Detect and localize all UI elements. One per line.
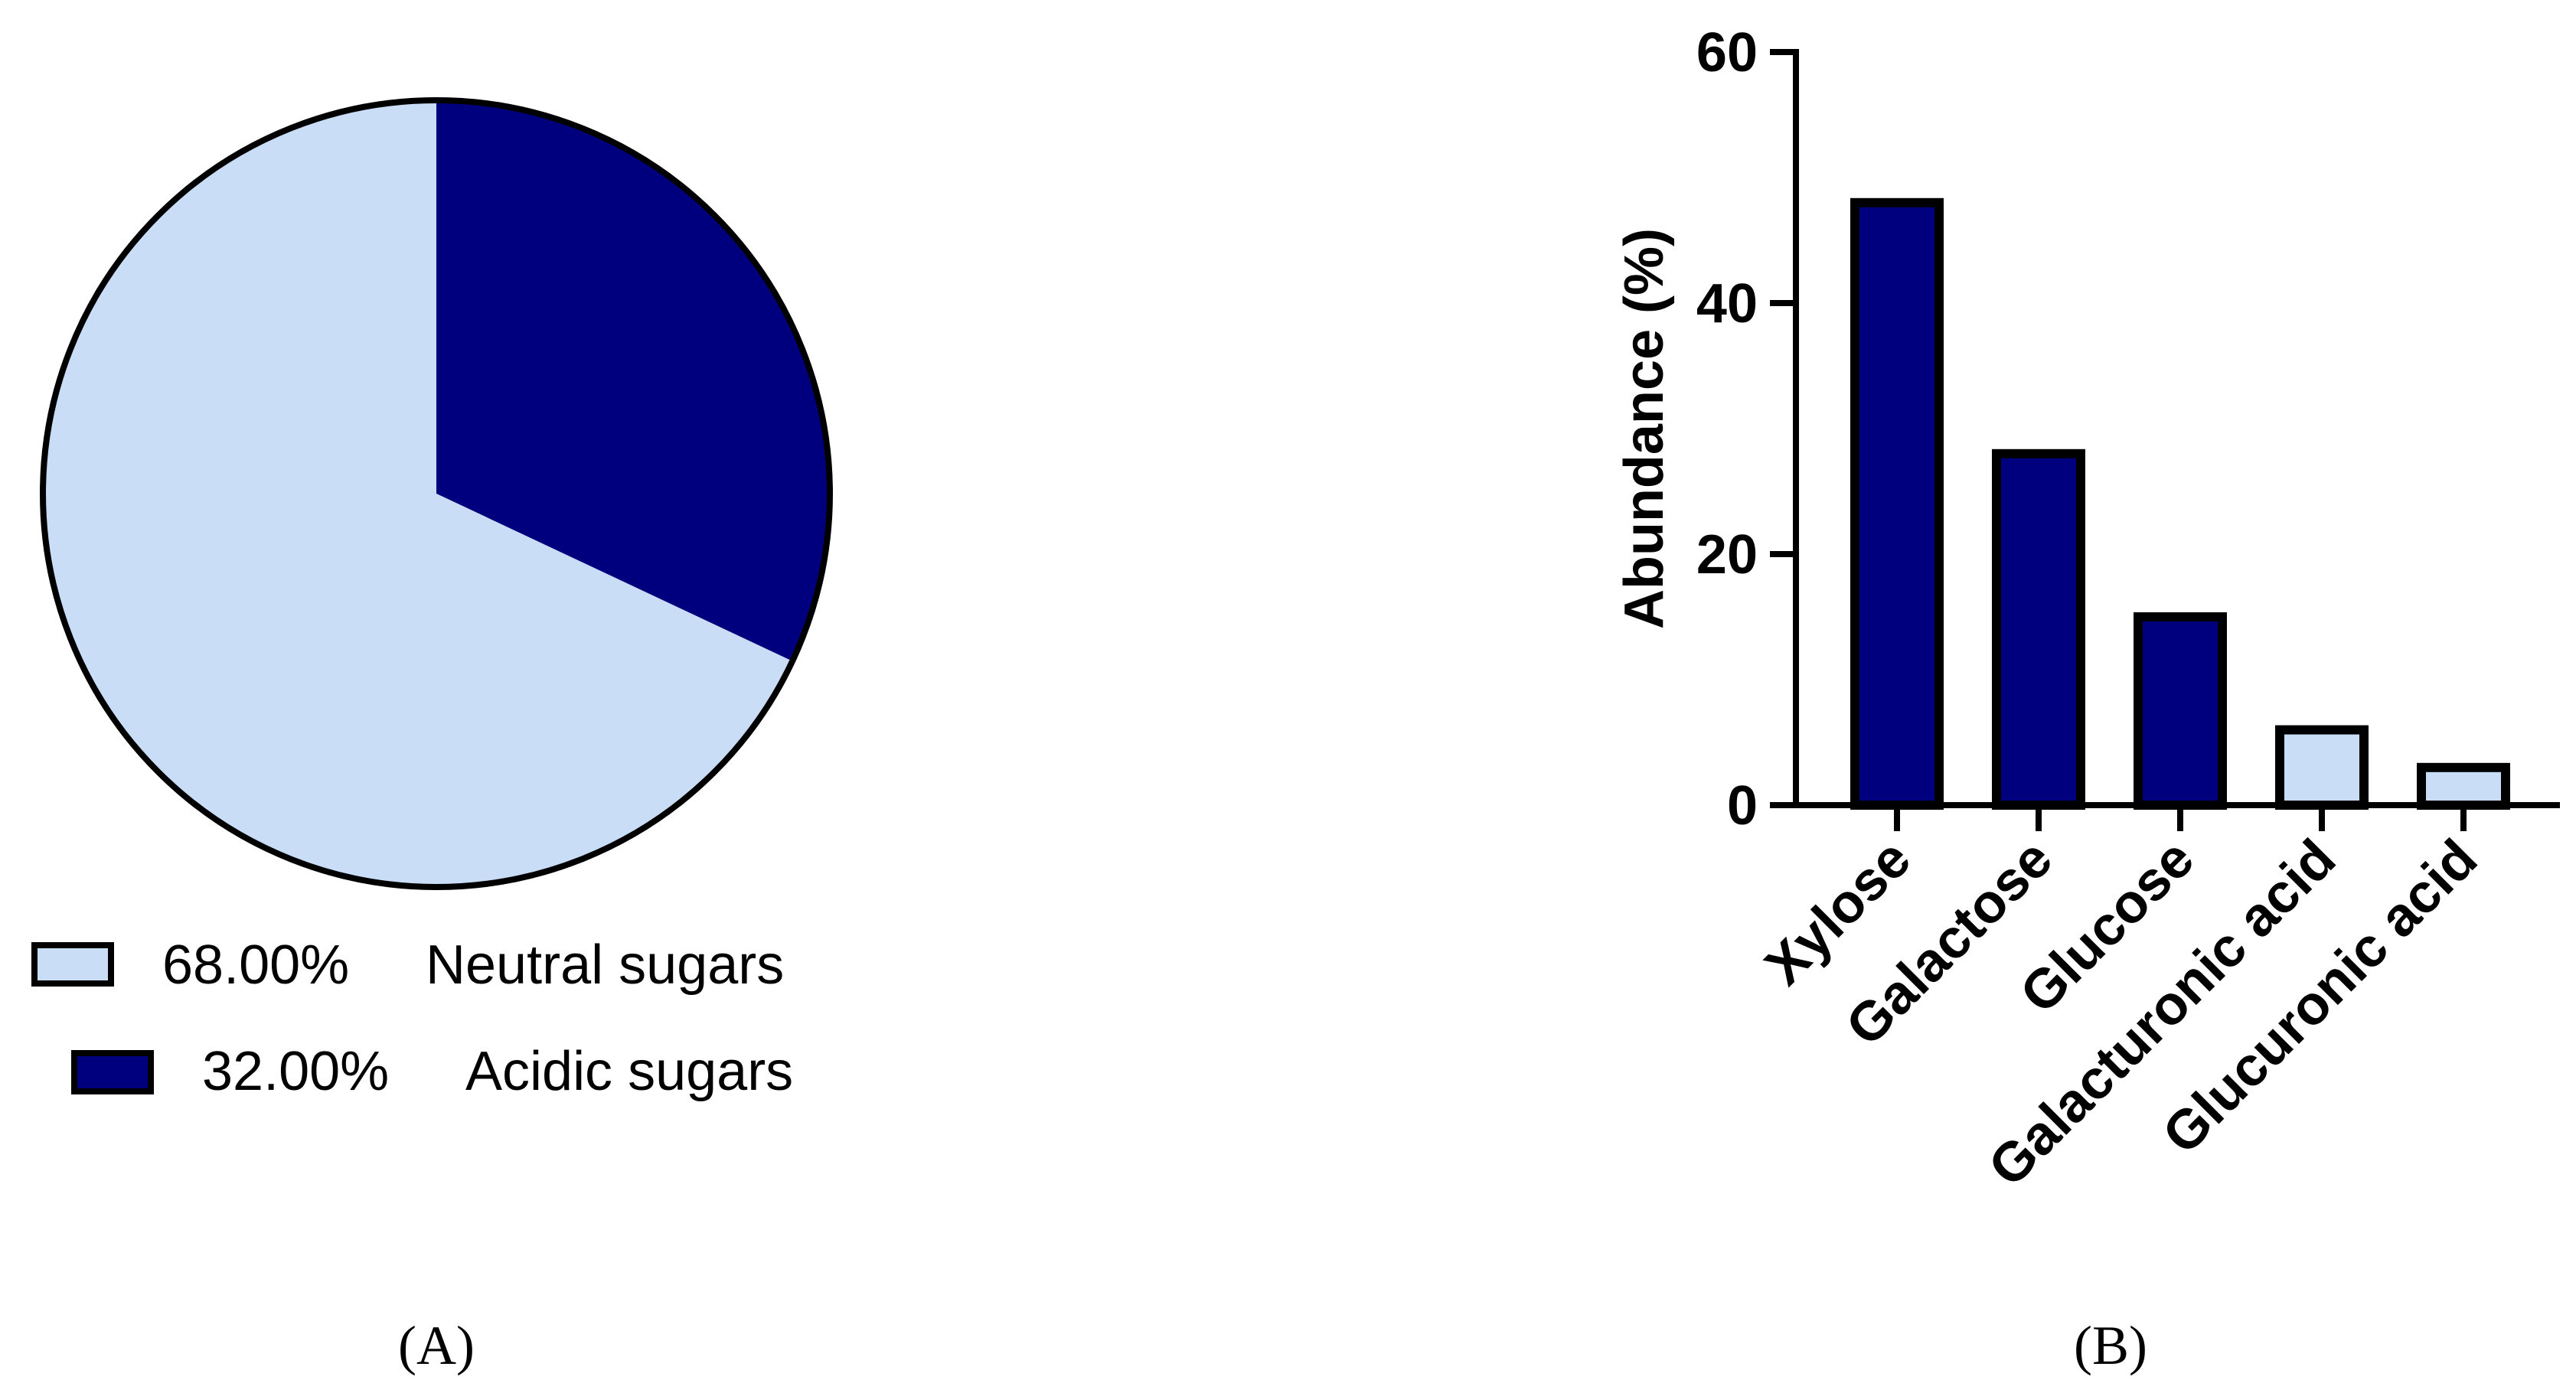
panel-label-b: (B) [2074, 1315, 2147, 1376]
legend-label-neutral-sugars: Neutral sugars [426, 934, 784, 996]
y-tick-label: 40 [1696, 273, 1758, 334]
bar-galactose [1992, 448, 2085, 810]
pie-slice-acidic-sugars [436, 100, 830, 661]
legend-swatch-acidic-sugars [71, 1050, 154, 1094]
bar-xylose [1850, 197, 1944, 810]
legend-label-acidic-sugars: Acidic sugars [465, 1041, 793, 1102]
legend-percent-neutral-sugars: 68.00% [162, 934, 349, 996]
pie-slice-neutral-sugars [42, 100, 793, 887]
pie-outline [40, 97, 833, 890]
pie-legend: 68.00% Neutral sugars 32.00% Acidic suga… [31, 934, 793, 1102]
y-tick-label: 0 [1727, 775, 1758, 837]
panel-label-a: (A) [398, 1315, 475, 1376]
bar-chart-panel: 0 20 40 60 XyloseGalactoseGlucoseGalacturon… [1614, 22, 2560, 1376]
bars [1850, 197, 2510, 810]
legend-percent-acidic-sugars: 32.00% [202, 1041, 389, 1102]
y-tick-label: 60 [1696, 22, 1758, 83]
bar-glucose [2134, 612, 2227, 810]
legend-swatch-neutral-sugars [31, 942, 114, 987]
pie-chart-panel: 68.00% Neutral sugars 32.00% Acidic suga… [31, 97, 833, 1376]
bar-galacturonic-acid [2275, 725, 2369, 810]
y-axis-title: Abundance (%) [1614, 228, 1675, 629]
y-axis-ticks: 0 20 40 60 [1696, 22, 1796, 837]
pie-slices [42, 100, 830, 887]
bar-glucuronic-acid [2417, 762, 2510, 810]
y-tick-label: 20 [1696, 524, 1758, 585]
